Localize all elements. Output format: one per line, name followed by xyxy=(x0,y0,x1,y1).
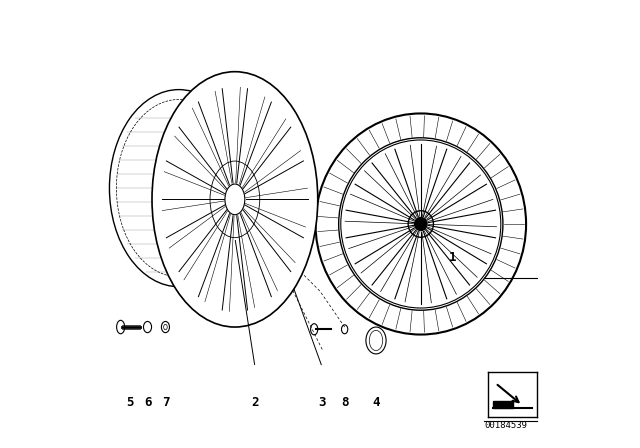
Text: 00184539: 00184539 xyxy=(484,421,527,430)
Text: 3: 3 xyxy=(319,396,326,409)
Text: 5: 5 xyxy=(126,396,133,409)
Ellipse shape xyxy=(116,320,125,334)
Ellipse shape xyxy=(152,72,317,327)
Text: 4: 4 xyxy=(372,396,380,409)
Ellipse shape xyxy=(164,324,167,330)
Text: 6: 6 xyxy=(144,396,151,409)
Ellipse shape xyxy=(408,211,433,237)
Ellipse shape xyxy=(225,184,245,215)
Text: 2: 2 xyxy=(252,396,259,409)
Text: 7: 7 xyxy=(162,396,169,409)
Ellipse shape xyxy=(342,325,348,334)
Text: 1: 1 xyxy=(449,251,456,264)
Ellipse shape xyxy=(161,322,170,332)
Ellipse shape xyxy=(310,323,317,335)
Text: 8: 8 xyxy=(341,396,348,409)
Ellipse shape xyxy=(143,322,152,332)
Ellipse shape xyxy=(415,217,427,231)
